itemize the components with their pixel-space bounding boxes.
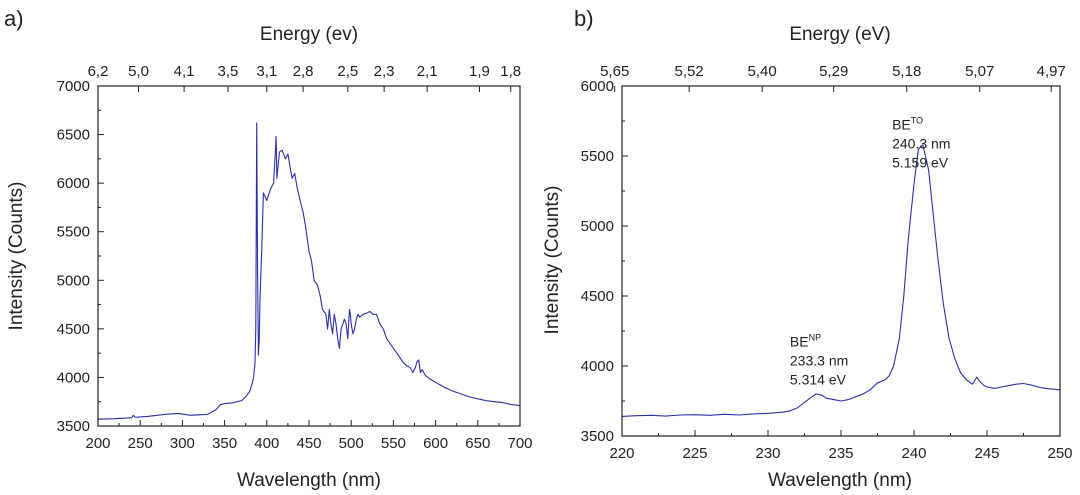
panel-b-annotation-base: BE <box>892 116 911 132</box>
panel-a-series-spectrum <box>97 122 521 420</box>
panel-a-y-tick-label: 6000 <box>57 175 90 192</box>
panel-b-y-tick-label: 4500 <box>581 288 614 305</box>
panel-b-x-axis-title: Wavelength (nm) <box>768 470 912 491</box>
panel-b-top-tick-label: 5,07 <box>965 63 994 80</box>
panel-b-y-tick-label: 4000 <box>581 358 614 375</box>
panel-b-annotation-title: BENP <box>790 332 821 349</box>
panel-a-x-tick-label: 200 <box>85 435 110 452</box>
panel-a-top-tick-label: 2,3 <box>374 63 395 80</box>
panel-a: a) Energy (ev) Wavelength (nm) Intensity… <box>4 6 533 491</box>
panel-b-y-axis-title: Intensity (Counts) <box>542 186 563 335</box>
panel-b-top-axis-title: Energy (eV) <box>789 24 890 45</box>
panel-b-annotation-energy: 5.314 eV <box>790 371 847 387</box>
panel-b-top-tick-label: 5,40 <box>748 63 777 80</box>
panel-b-y-tick-label: 5000 <box>581 218 614 235</box>
panel-b-top-tick-label: 4,97 <box>1037 63 1066 80</box>
panel-b-annotation-wavelength: 240.3 nm <box>892 135 950 151</box>
panel-b-x-tick-label: 225 <box>682 445 707 462</box>
panel-a-top-tick-label: 3,5 <box>218 63 239 80</box>
panel-a-top-tick-label: 1,8 <box>500 63 521 80</box>
panel-b-annotation-sup: NP <box>809 332 822 342</box>
panel-a-x-tick-label: 300 <box>170 435 195 452</box>
panel-b-x-tick-label: 240 <box>901 445 926 462</box>
panel-a-top-tick-label: 3,1 <box>256 63 277 80</box>
panel-b: b) Energy (eV) Wavelength (nm) Intensity… <box>542 6 1073 491</box>
panel-b-annotation-sup: TO <box>911 115 923 125</box>
panel-a-y-axis-title: Intensity (Counts) <box>6 182 27 331</box>
panel-a-x-tick-label: 250 <box>128 435 153 452</box>
panel-b-y-tick-label: 6000 <box>581 78 614 95</box>
panel-b-ticks: 220 225 230 235 240 245 250 3500 4000 4500 5000 550… <box>581 63 1073 462</box>
panel-b-series-spectrum <box>621 144 1061 417</box>
panel-b-y-tick-label: 5500 <box>581 148 614 165</box>
panel-a-y-tick-label: 4000 <box>57 369 90 386</box>
panel-a-x-tick-label: 700 <box>507 435 532 452</box>
panel-a-top-tick-label: 2,5 <box>337 63 358 80</box>
panel-a-ticks: 200 250 300 350 400 450 500 550 600 650 700 3500 400… <box>57 63 533 452</box>
panel-a-y-tick-label: 4500 <box>57 321 90 338</box>
panel-a-top-tick-label: 4,1 <box>174 63 195 80</box>
panel-a-y-tick-label: 5500 <box>57 224 90 241</box>
panel-b-x-tick-label: 235 <box>828 445 853 462</box>
panel-b-top-tick-label: 5,29 <box>819 63 848 80</box>
panel-b-annotation-wavelength: 233.3 nm <box>790 352 848 368</box>
panel-a-y-tick-label: 6500 <box>57 127 90 144</box>
panel-a-x-tick-label: 500 <box>339 435 364 452</box>
panel-a-top-tick-label: 2,1 <box>417 63 438 80</box>
panel-b-annotation-base: BE <box>790 333 809 349</box>
panel-b-frame <box>621 85 1061 437</box>
panel-b-x-tick-label: 250 <box>1047 445 1072 462</box>
panel-b-label: b) <box>574 6 594 31</box>
panel-a-x-tick-label: 350 <box>212 435 237 452</box>
panel-a-top-tick-label: 2,8 <box>293 63 314 80</box>
panel-b-x-tick-label: 245 <box>974 445 999 462</box>
panel-a-x-axis-title: Wavelength (nm) <box>237 470 381 491</box>
panel-a-top-tick-label: 5,0 <box>128 63 149 80</box>
panel-b-annotation-title: BETO <box>892 115 923 132</box>
panel-a-plot <box>97 122 521 420</box>
panel-a-x-tick-label: 450 <box>296 435 321 452</box>
panel-a-y-tick-label: 5000 <box>57 272 90 289</box>
panel-b-annotation-energy: 5.159 eV <box>892 154 949 170</box>
panel-b-top-tick-label: 5,52 <box>675 63 704 80</box>
panel-b-top-tick-label: 5,65 <box>600 63 629 80</box>
panel-b-x-tick-label: 220 <box>609 445 634 462</box>
panel-b-plot <box>621 144 1061 417</box>
panel-a-x-tick-label: 600 <box>423 435 448 452</box>
panel-b-x-tick-label: 230 <box>755 445 780 462</box>
panel-a-top-tick-label: 6,2 <box>88 63 109 80</box>
panel-a-frame <box>97 85 521 427</box>
panel-a-x-tick-label: 550 <box>381 435 406 452</box>
panel-a-top-axis-title: Energy (ev) <box>260 24 358 45</box>
panel-b-y-tick-label: 3500 <box>581 428 614 445</box>
panel-a-label: a) <box>4 6 24 31</box>
panel-a-top-tick-label: 1,9 <box>469 63 490 80</box>
panel-a-x-tick-label: 650 <box>465 435 490 452</box>
panel-a-y-tick-label: 3500 <box>57 418 90 435</box>
panel-a-x-tick-label: 400 <box>254 435 279 452</box>
panel-a-y-tick-label: 7000 <box>57 78 90 95</box>
panel-b-top-tick-label: 5,18 <box>892 63 921 80</box>
